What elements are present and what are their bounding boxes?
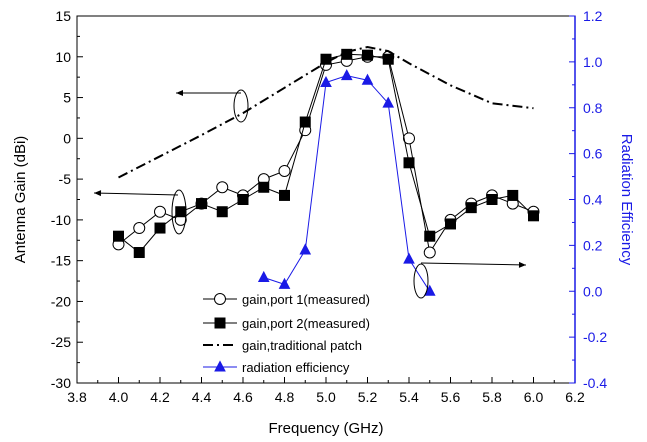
data-point bbox=[320, 75, 332, 88]
data-point bbox=[423, 246, 436, 259]
y-left-tick-label: 10 bbox=[55, 49, 71, 65]
annotation-arrow-right bbox=[420, 262, 527, 266]
y-right-tick-label: 0.4 bbox=[583, 192, 603, 208]
legend: gain,port 1(measured) gain,port 2(measure… bbox=[203, 292, 370, 375]
data-point bbox=[465, 202, 477, 214]
y-right-tick-label: -0.4 bbox=[583, 375, 607, 391]
y-left-tick-label: 5 bbox=[63, 90, 71, 106]
annotation-ellipse bbox=[413, 263, 429, 299]
data-point bbox=[113, 230, 124, 242]
data-point bbox=[424, 230, 436, 242]
data-point bbox=[403, 157, 415, 169]
annotation-ellipse bbox=[171, 189, 187, 235]
y-left-tick-label: -25 bbox=[51, 334, 71, 350]
data-point bbox=[423, 284, 436, 296]
series-3 bbox=[257, 69, 436, 296]
chart-marks bbox=[93, 45, 540, 299]
data-point bbox=[403, 132, 415, 145]
axes: 3.8 4.0 4.2 4.4 4.6 4.8 5.0 5.2 5.4 5.6 5.8 6.0 6.2-… bbox=[51, 8, 608, 405]
y-right-tick-label: 0.8 bbox=[583, 100, 603, 116]
data-point bbox=[257, 270, 270, 282]
x-tick-label: 5.2 bbox=[358, 389, 378, 405]
y-right-tick-label: 0.6 bbox=[583, 146, 603, 162]
y-axis-right-title: Radiation Efficiency bbox=[618, 134, 635, 266]
y-left-tick-label: 15 bbox=[55, 8, 71, 24]
y-left-tick-label: -15 bbox=[51, 253, 71, 269]
x-tick-label: 5.0 bbox=[316, 389, 336, 405]
data-point bbox=[216, 181, 229, 194]
legend-label: gain,port 2(measured) bbox=[242, 316, 370, 331]
legend-label: gain,port 1(measured) bbox=[242, 292, 370, 307]
legend-item: radiation efficiency bbox=[203, 360, 350, 375]
x-axis-title: Frequency (GHz) bbox=[268, 420, 383, 437]
y-left-tick-label: -10 bbox=[51, 212, 71, 228]
data-point bbox=[279, 189, 290, 201]
legend-marker bbox=[214, 317, 226, 329]
y-axis-left-title: Antenna Gain (dBi) bbox=[12, 136, 29, 264]
y-right-tick-label: 0.2 bbox=[583, 237, 603, 253]
x-tick-label: 4.2 bbox=[150, 389, 170, 405]
series-line bbox=[118, 45, 534, 179]
y-right-tick-label: 1.0 bbox=[583, 54, 603, 70]
data-point bbox=[362, 49, 373, 61]
data-point bbox=[507, 189, 519, 201]
annotation-arrow-left-head bbox=[94, 190, 102, 197]
data-point bbox=[340, 69, 353, 81]
annotation-arrow-right-head bbox=[518, 261, 526, 268]
data-point bbox=[320, 53, 332, 65]
data-point bbox=[133, 222, 146, 235]
legend-marker bbox=[214, 360, 226, 372]
data-point bbox=[299, 116, 311, 128]
x-tick-label: 5.6 bbox=[441, 389, 461, 405]
y-left-tick-label: 0 bbox=[63, 130, 71, 146]
data-point bbox=[133, 247, 145, 259]
x-tick-label: 4.8 bbox=[275, 389, 295, 405]
data-point bbox=[237, 194, 249, 205]
series-1 bbox=[113, 48, 539, 259]
data-point bbox=[486, 194, 498, 205]
y-right-tick-label: 1.2 bbox=[583, 8, 603, 24]
annotations bbox=[93, 89, 527, 299]
x-tick-label: 6.2 bbox=[565, 389, 585, 405]
data-point bbox=[278, 277, 291, 289]
x-tick-label: 4.6 bbox=[233, 389, 253, 405]
series-line bbox=[263, 75, 431, 292]
data-point bbox=[528, 210, 539, 222]
x-tick-label: 4.0 bbox=[109, 389, 129, 405]
data-point bbox=[216, 206, 228, 218]
x-tick-label: 4.4 bbox=[192, 389, 212, 405]
legend-item: gain,traditional patch bbox=[203, 338, 362, 353]
x-tick-label: 5.8 bbox=[482, 389, 502, 405]
data-point bbox=[299, 243, 312, 255]
data-point bbox=[196, 198, 207, 210]
y-left-tick-label: -20 bbox=[51, 293, 71, 309]
data-point bbox=[175, 206, 187, 218]
x-tick-label: 3.8 bbox=[67, 389, 87, 405]
annotation-arrow-left bbox=[93, 192, 179, 196]
y-left-tick-label: -5 bbox=[59, 171, 72, 187]
y-left-tick-label: -30 bbox=[51, 375, 71, 391]
annotation-arrow-left-head bbox=[176, 90, 183, 96]
legend-label: gain,traditional patch bbox=[242, 338, 362, 353]
legend-item: gain,port 1(measured) bbox=[203, 292, 370, 307]
data-point bbox=[445, 218, 456, 230]
data-point bbox=[361, 73, 374, 85]
data-point bbox=[382, 53, 394, 65]
legend-marker bbox=[214, 293, 226, 305]
data-point bbox=[403, 252, 415, 264]
legend-label: radiation efficiency bbox=[242, 360, 350, 375]
x-tick-label: 5.4 bbox=[399, 389, 419, 405]
data-point bbox=[154, 205, 166, 218]
data-point bbox=[278, 164, 291, 177]
series-2 bbox=[118, 45, 534, 179]
x-tick-label: 6.0 bbox=[524, 389, 544, 405]
legend-item: gain,port 2(measured) bbox=[203, 316, 370, 331]
annotation-ellipse bbox=[233, 89, 249, 123]
data-point bbox=[382, 96, 395, 108]
y-right-tick-label: 0.0 bbox=[583, 283, 603, 299]
y-right-tick-label: -0.2 bbox=[583, 329, 607, 345]
data-point bbox=[154, 222, 166, 234]
data-point bbox=[258, 181, 270, 193]
